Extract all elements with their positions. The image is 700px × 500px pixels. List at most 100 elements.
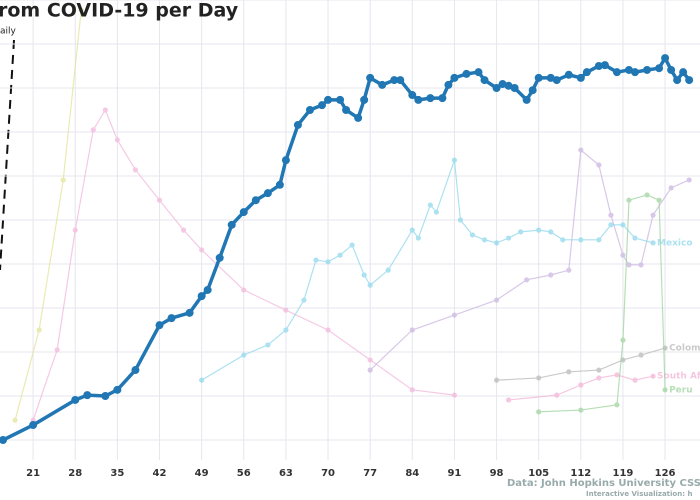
data-point <box>451 392 458 398</box>
data-point <box>576 73 585 82</box>
data-point <box>493 377 500 383</box>
data-point <box>414 95 423 104</box>
data-point <box>444 80 453 89</box>
x-tick-label: 63 <box>279 468 293 479</box>
data-point <box>662 387 668 393</box>
series-line <box>32 108 455 421</box>
data-point <box>632 235 638 241</box>
x-tick-label: 35 <box>110 468 124 479</box>
data-point <box>668 185 674 191</box>
data-point <box>673 76 682 85</box>
data-point <box>409 387 415 393</box>
data-point <box>325 327 331 333</box>
data-point <box>493 297 500 303</box>
data-point <box>324 95 333 104</box>
data-point <box>36 327 42 333</box>
data-point <box>548 229 554 235</box>
data-point <box>612 68 621 77</box>
x-tick-label: 70 <box>321 468 335 479</box>
data-point <box>301 297 307 303</box>
data-point <box>396 76 405 85</box>
data-point <box>481 237 488 243</box>
data-point <box>546 73 555 82</box>
data-point <box>536 375 542 381</box>
data-point <box>12 417 18 423</box>
data-point <box>427 202 433 208</box>
data-point <box>510 84 519 92</box>
x-tick-label: 119 <box>613 468 634 479</box>
data-point <box>367 357 373 363</box>
series-line <box>538 194 666 413</box>
series: Peru <box>536 192 693 415</box>
data-point <box>552 76 561 85</box>
series-label: Mexico <box>657 238 692 248</box>
series <box>367 147 692 373</box>
x-tick-label: 84 <box>405 468 419 479</box>
data-point <box>667 65 676 74</box>
data-point <box>620 337 626 343</box>
data-point <box>596 375 602 381</box>
data-point <box>536 227 542 233</box>
x-tick-label: 56 <box>237 468 251 479</box>
data-point <box>367 282 373 288</box>
data-point <box>0 436 8 444</box>
x-tick-label: 112 <box>570 468 591 479</box>
data-point <box>624 65 633 74</box>
data-point <box>505 235 512 241</box>
data-point <box>283 307 289 313</box>
data-point <box>600 61 609 70</box>
data-point <box>578 147 584 153</box>
data-point <box>367 367 373 373</box>
data-point <box>650 373 656 379</box>
data-point <box>457 217 464 223</box>
series-line <box>369 148 690 371</box>
series <box>30 107 458 423</box>
data-point <box>566 369 572 375</box>
data-point <box>451 157 458 163</box>
data-point <box>415 235 421 241</box>
series-label: Colombia <box>669 344 700 354</box>
data-point <box>505 397 512 403</box>
data-point <box>378 80 387 89</box>
data-point <box>263 189 272 198</box>
data-point <box>29 421 38 430</box>
data-point <box>524 277 530 283</box>
data-point <box>474 68 483 77</box>
data-point <box>626 262 632 268</box>
data-point <box>504 81 513 90</box>
annotation: aily <box>0 27 17 37</box>
data-point <box>199 247 205 253</box>
data-point <box>451 312 458 318</box>
data-point <box>72 227 78 233</box>
data-point <box>102 107 108 113</box>
data-point <box>578 382 584 388</box>
data-point <box>536 409 542 415</box>
data-point <box>251 196 260 205</box>
data-point <box>336 95 345 104</box>
data-point <box>239 208 248 217</box>
x-tick-label: 42 <box>153 468 167 479</box>
data-point <box>132 167 139 173</box>
data-point <box>548 272 554 278</box>
data-point <box>638 352 644 358</box>
data-point <box>578 407 584 413</box>
data-point <box>614 372 620 378</box>
data-point <box>426 94 435 103</box>
series-label: South Africa <box>657 372 700 382</box>
data-point <box>643 65 652 74</box>
x-tick-label: 91 <box>447 468 461 479</box>
data-point <box>656 197 662 203</box>
data-point <box>199 377 205 383</box>
data-point <box>241 287 247 293</box>
data-point <box>582 68 591 77</box>
x-tick-label: 98 <box>490 468 504 479</box>
data-point <box>197 292 206 301</box>
data-point <box>167 314 176 323</box>
data-point <box>596 162 602 168</box>
data-point <box>480 76 489 85</box>
data-point <box>644 192 650 198</box>
x-tick-label: 105 <box>528 468 549 479</box>
data-point <box>83 391 92 400</box>
x-tick-label: 28 <box>68 468 82 479</box>
